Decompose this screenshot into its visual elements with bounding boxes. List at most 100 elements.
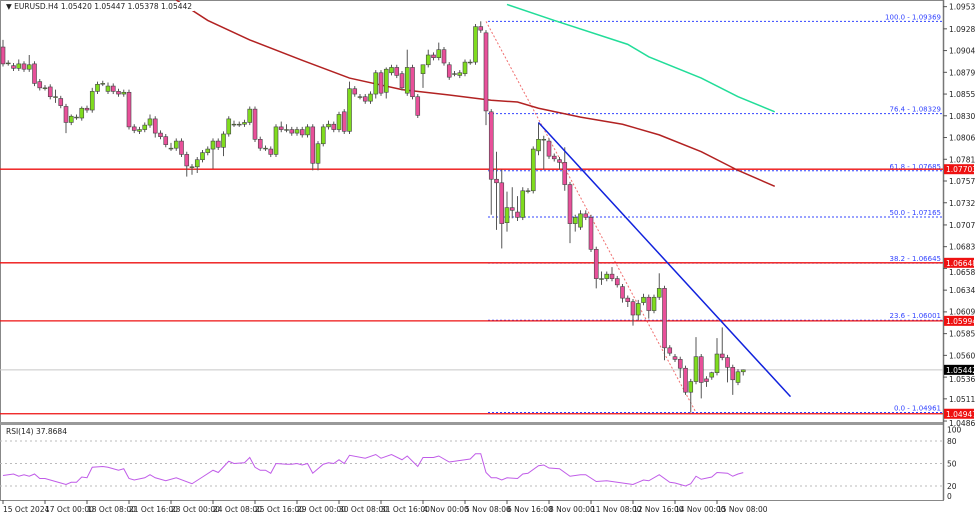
time-tick-label: 15 Nov 08:00: [717, 505, 768, 514]
bear-candle: [310, 126, 316, 164]
bear-candle: [394, 67, 400, 76]
bull-candle: [294, 129, 300, 134]
bear-candle: [488, 111, 494, 180]
price-tick-label: 1.07570: [949, 177, 975, 186]
bull-candle: [26, 64, 32, 70]
bull-candle: [221, 133, 226, 148]
price-tick-label: 1.08550: [949, 90, 975, 99]
bull-candle: [79, 107, 85, 119]
bear-candle: [399, 73, 405, 89]
bull-candle: [53, 96, 58, 98]
bear-candle: [299, 129, 305, 136]
bull-candle: [457, 72, 463, 76]
bull-candle: [530, 148, 536, 192]
bull-candle: [436, 49, 442, 58]
rsi-tick-label: 80: [947, 437, 957, 446]
bull-candle: [320, 126, 326, 145]
bull-candle: [635, 303, 641, 316]
bear-candle: [63, 106, 69, 123]
time-tick-label: 25 Oct 16:00: [255, 505, 304, 514]
bull-candle: [462, 61, 468, 74]
bear-candle: [551, 155, 557, 160]
time-tick-label: 5 Nov 08:00: [465, 505, 511, 514]
bear-candle: [268, 148, 274, 155]
bull-candle: [578, 213, 583, 228]
time-tick-label: 12 Nov 16:00: [633, 505, 684, 514]
bear-candle: [683, 367, 688, 393]
bear-candle: [32, 63, 37, 84]
bull-candle: [656, 288, 662, 298]
bear-candle: [257, 139, 263, 149]
bull-candle: [194, 159, 200, 168]
rsi-tick-label: 20: [947, 482, 957, 491]
price-tick-label: 1.07815: [949, 155, 975, 164]
bear-candle: [625, 297, 631, 302]
bear-candle: [341, 111, 347, 132]
bear-candle: [163, 136, 169, 145]
bull-candle: [100, 83, 106, 85]
rsi-tick-label: 50: [947, 460, 957, 469]
bear-candle: [126, 91, 132, 128]
bull-candle: [425, 54, 431, 66]
bear-candle: [630, 301, 636, 316]
bear-candle: [588, 217, 594, 250]
bear-candle: [499, 182, 505, 224]
bull-candle: [121, 91, 127, 95]
bull-candle: [168, 147, 174, 150]
price-tag-label: 1.04947: [946, 410, 975, 419]
price-tick-label: 1.06340: [949, 286, 975, 295]
bear-candle: [331, 123, 337, 130]
bull-candle: [305, 126, 310, 136]
bull-candle: [284, 129, 289, 131]
bull-candle: [210, 140, 216, 150]
bull-candle: [604, 273, 610, 279]
price-tick-label: 1.09535: [949, 3, 975, 12]
price-tick-label: 1.07325: [949, 199, 975, 208]
bull-candle: [368, 93, 373, 102]
bull-candle: [389, 67, 394, 74]
bear-candle: [646, 296, 652, 311]
price-tick-label: 1.06095: [949, 307, 975, 316]
price-tick-label: 1.05605: [949, 351, 975, 360]
bull-candle: [74, 116, 79, 119]
bear-candle: [667, 347, 673, 354]
price-tag-label: 1.05994: [946, 317, 975, 326]
bull-candle: [520, 190, 526, 218]
plot-frame: [0, 0, 944, 501]
bear-candle: [719, 353, 725, 358]
trendline: [537, 121, 792, 398]
bear-candle: [567, 184, 573, 224]
price-tick-label: 1.09285: [949, 25, 975, 34]
price-tick-label: 1.08060: [949, 134, 975, 143]
bull-candle: [641, 296, 646, 303]
bull-candle: [473, 26, 478, 63]
bull-candle: [688, 381, 694, 393]
time-tick-label: 11 Nov 08:00: [591, 505, 642, 514]
bear-candle: [0, 46, 6, 65]
time-tick-label: 4 Nov 00:00: [423, 505, 469, 514]
bear-candle: [21, 63, 27, 70]
fib-level-label: 100.0 - 1.09369: [885, 13, 941, 21]
bear-candle: [152, 118, 158, 134]
bear-candle: [47, 86, 53, 98]
collapse-arrow-icon[interactable]: ▼: [6, 2, 12, 11]
bear-candle: [557, 159, 562, 163]
bear-candle: [725, 357, 730, 368]
bear-candle: [362, 96, 368, 102]
bull-candle: [336, 114, 342, 130]
bull-candle: [373, 72, 379, 95]
bull-candle: [89, 91, 95, 111]
bear-candle: [378, 72, 384, 94]
fib-level-label: 38.2 - 1.06645: [889, 255, 941, 263]
fast-moving-average: [506, 3, 776, 113]
current-price-tag-label: 1.05442: [946, 366, 975, 375]
bull-candle: [735, 371, 741, 383]
bull-candle: [536, 139, 541, 152]
bear-candle: [509, 207, 515, 211]
bear-candle: [662, 288, 667, 349]
bull-candle: [709, 372, 715, 378]
bull-candle: [467, 61, 473, 64]
bear-candle: [352, 88, 358, 95]
bull-candle: [16, 63, 22, 69]
